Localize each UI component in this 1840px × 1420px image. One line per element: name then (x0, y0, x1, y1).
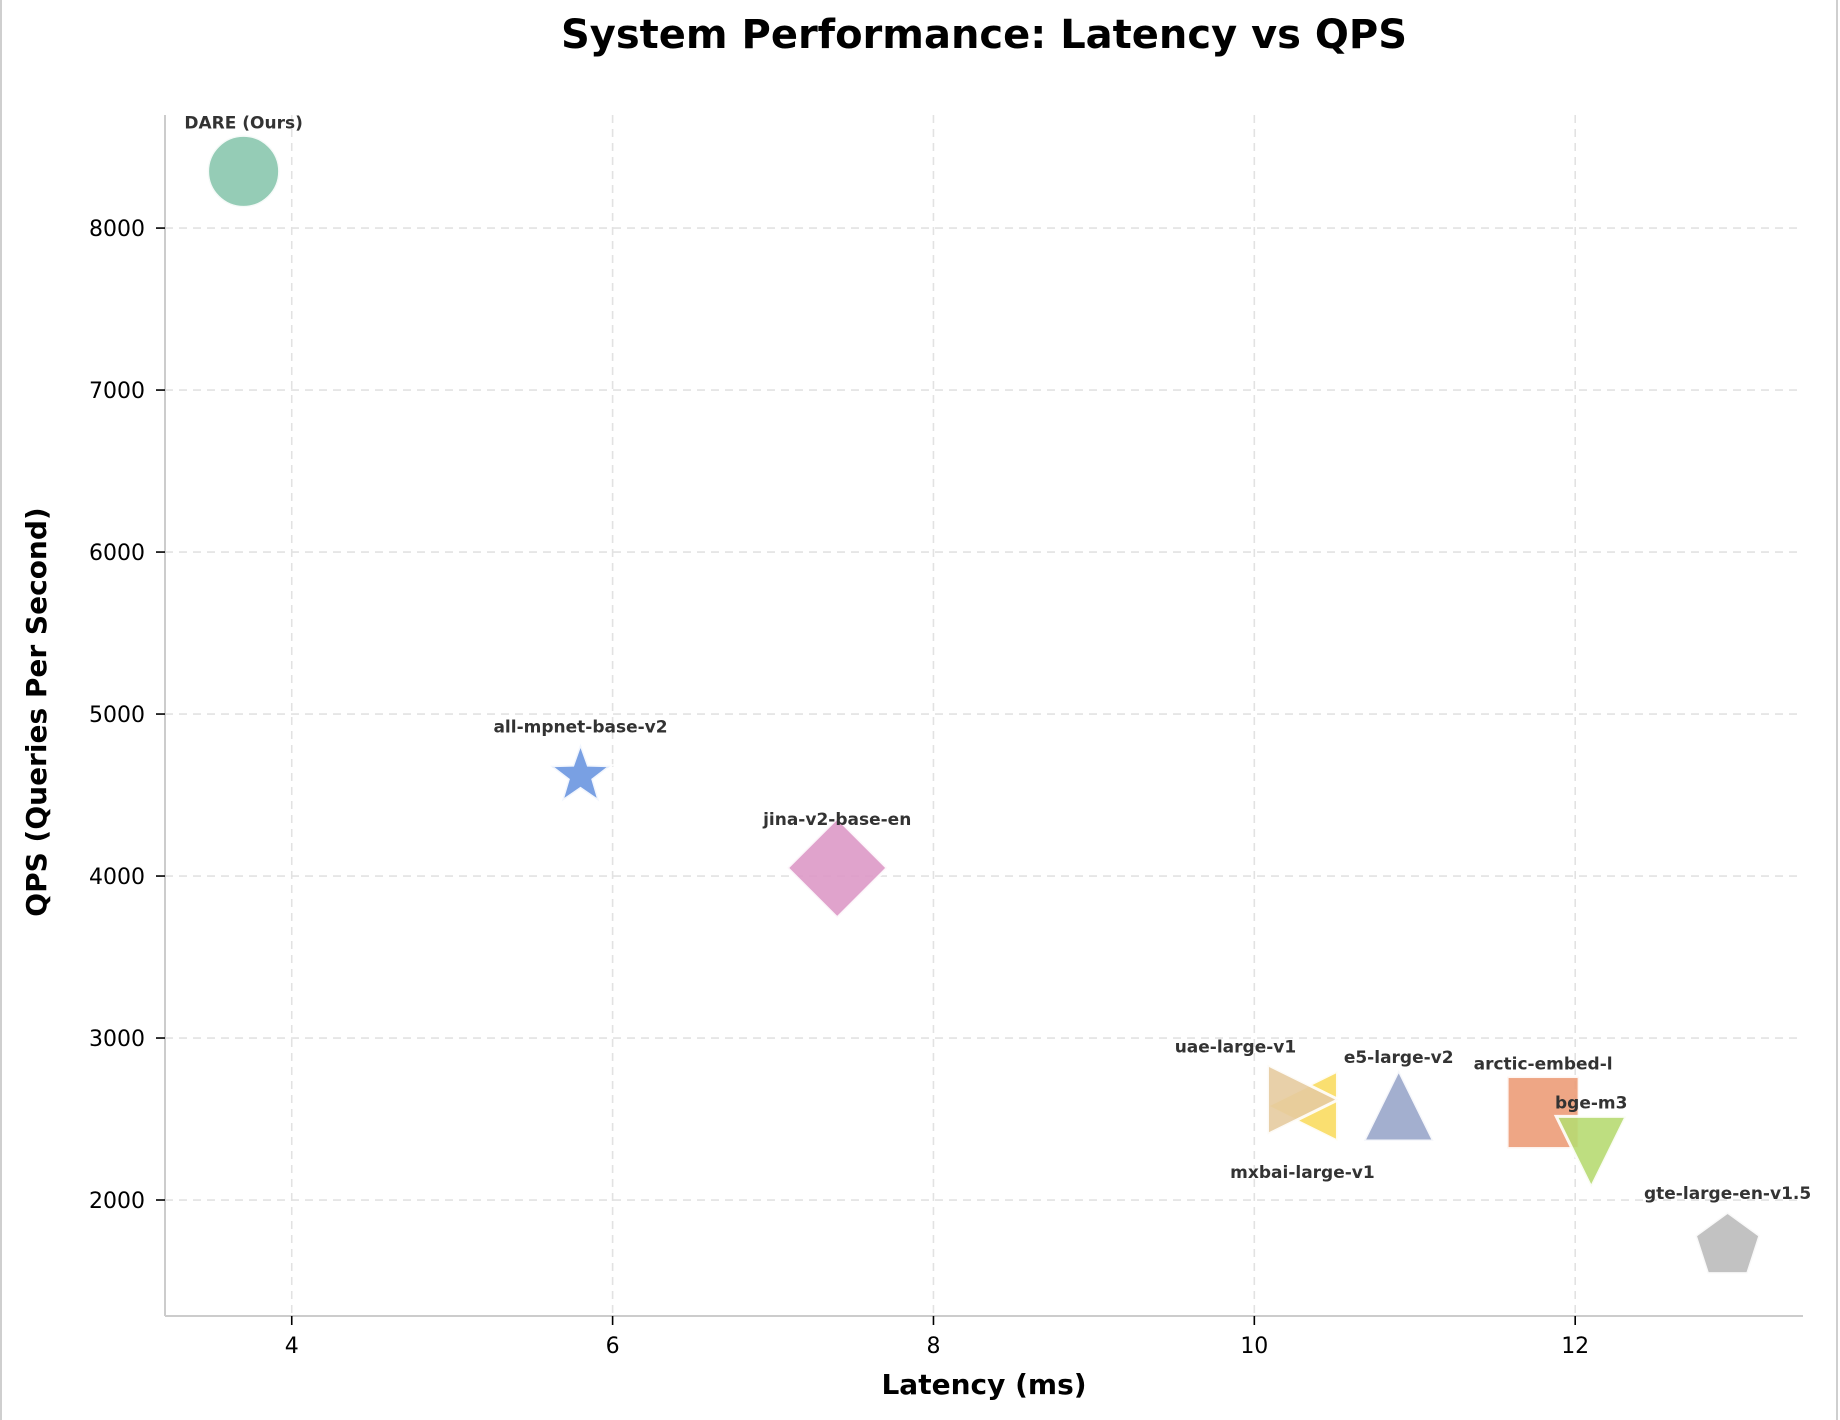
y-tick-label: 8000 (89, 217, 145, 242)
marker-circle (206, 133, 282, 209)
y-tick-label: 4000 (89, 865, 145, 890)
point-label: arctic-embed-l (1474, 1055, 1613, 1075)
point-label: all-mpnet-base-v2 (493, 718, 667, 738)
point-label: jina-v2-base-en (762, 810, 911, 830)
gridlines (165, 115, 1803, 1316)
point-label: bge-m3 (1555, 1093, 1627, 1113)
point-label: DARE (Ours) (184, 113, 303, 133)
marker-square (1505, 1075, 1581, 1151)
x-tick-label: 10 (1240, 1334, 1268, 1359)
point-label: gte-large-en-v1.5 (1644, 1184, 1811, 1204)
ticks: 4 6 8 10 12 2000 3000 4000 5000 6000 7000 8000 (89, 217, 1589, 1359)
chart-title: System Performance: Latency vs QPS (561, 12, 1407, 58)
data-markers (206, 133, 1762, 1276)
y-axis-label: QPS (Queries Per Second) (20, 507, 53, 916)
y-tick-label: 3000 (89, 1027, 145, 1052)
y-tick-label: 7000 (89, 379, 145, 404)
point-label: mxbai-large-v1 (1230, 1163, 1375, 1183)
marker-triangle-up (1361, 1066, 1437, 1143)
x-tick-label: 4 (285, 1334, 299, 1359)
point-label: e5-large-v2 (1344, 1048, 1454, 1068)
x-tick-label: 12 (1561, 1334, 1589, 1359)
y-tick-label: 5000 (89, 703, 145, 728)
y-tick-label: 6000 (89, 541, 145, 566)
marker-triangle-down (1553, 1114, 1629, 1191)
marker-diamond (785, 815, 890, 921)
marker-pentagon (1693, 1210, 1762, 1276)
marker-star (545, 739, 616, 806)
point-label: uae-large-v1 (1175, 1038, 1297, 1058)
data-labels: DARE (Ours) all-mpnet-base-v2 jina-v2-base… (184, 113, 1811, 1204)
x-tick-label: 6 (606, 1334, 620, 1359)
marker-triangle-right (1265, 1062, 1342, 1137)
x-tick-label: 8 (926, 1334, 940, 1359)
axes (164, 115, 1803, 1317)
x-axis-label: Latency (ms) (881, 1368, 1086, 1401)
y-tick-label: 2000 (89, 1189, 145, 1214)
